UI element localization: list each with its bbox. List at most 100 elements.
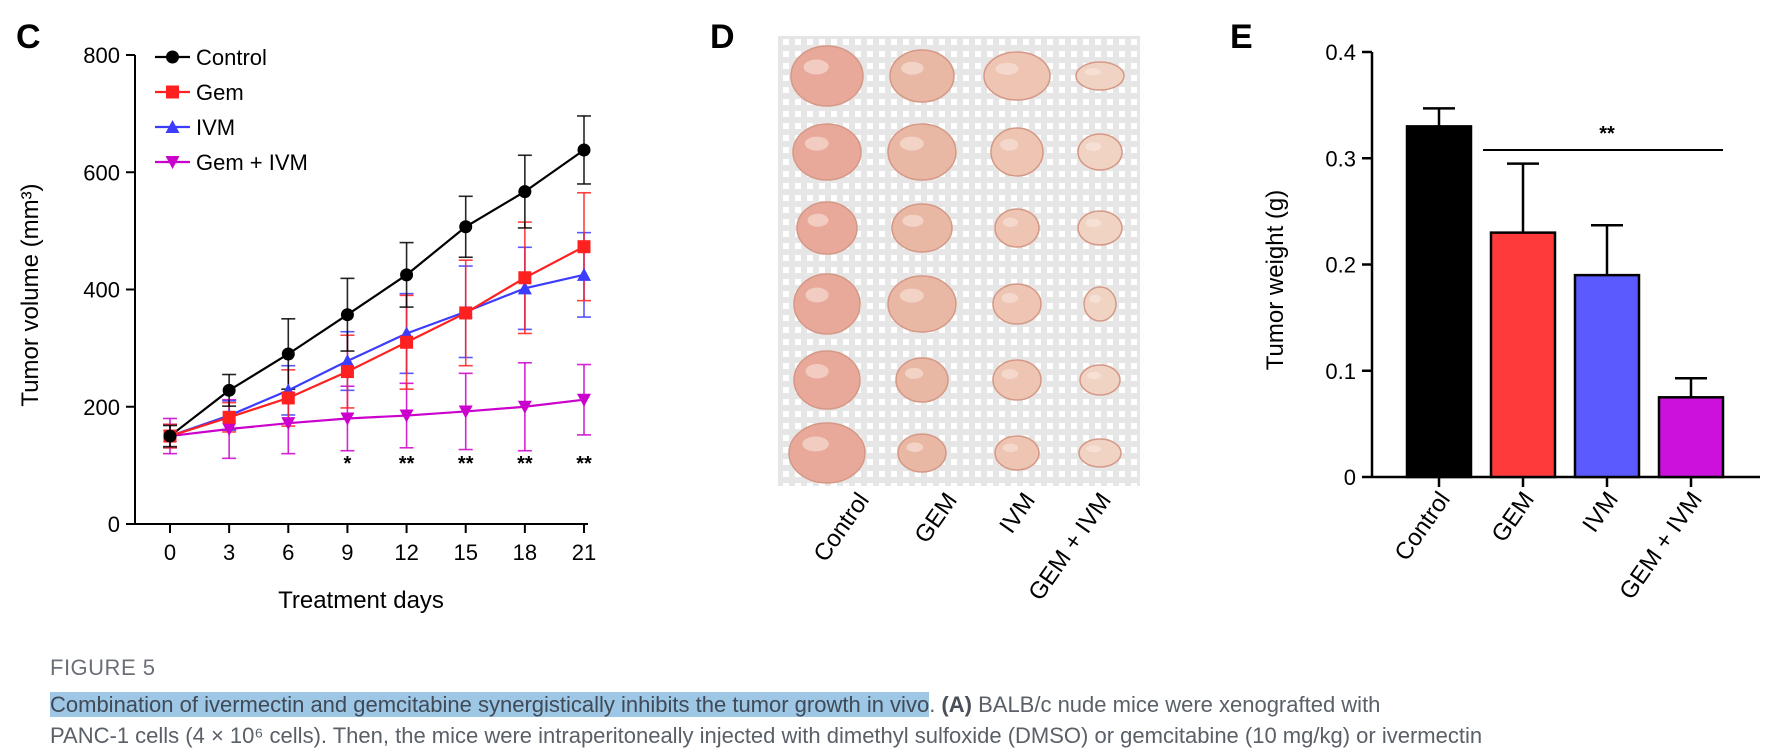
caption-body: Combination of ivermectin and gemcitabin… <box>50 692 1483 748</box>
tumor-highlight <box>899 136 924 151</box>
legend-label-gem-ivm: Gem + IVM <box>196 150 308 175</box>
tumor-highlight <box>1087 371 1101 380</box>
category-label-control: Control <box>1389 487 1455 566</box>
data-point-gem-ivm <box>340 412 355 426</box>
chart-c-y-tick-label: 800 <box>83 43 120 68</box>
chart-c-series-lines <box>169 149 585 438</box>
tumor-highlight <box>995 62 1019 75</box>
data-point-gem-ivm <box>458 405 473 419</box>
tumor-specimen-gem <box>889 49 955 103</box>
tumor-specimen-ivm <box>994 435 1040 471</box>
tumor-highlight <box>1085 218 1102 228</box>
tumor-specimen-gem-ivm <box>1078 438 1122 468</box>
chart-c-y-axis-title: Tumor volume (mm³) <box>17 183 44 406</box>
tumor-highlight <box>807 213 829 227</box>
data-point-ivm <box>517 281 532 295</box>
tumor-specimen-gem-ivm <box>1079 364 1121 396</box>
chart-c-x-tick-label: 21 <box>572 540 596 565</box>
tumor-specimen-control <box>790 45 864 107</box>
significance-marker: * <box>344 453 352 475</box>
tumor-highlight <box>1084 68 1102 76</box>
chart-e-y-tick-label: 0.1 <box>1325 359 1356 384</box>
data-point-gem-ivm <box>517 400 532 414</box>
tumor-specimen-gem <box>887 275 957 333</box>
data-point-ivm <box>340 354 355 368</box>
tumor-specimen-ivm <box>992 283 1042 325</box>
tumor-specimen-gem <box>887 123 957 181</box>
data-point-gem-ivm <box>399 409 414 423</box>
tumor-specimen-gem-ivm <box>1083 286 1117 322</box>
significance-marker: ** <box>576 453 592 475</box>
chart-c-x-tick-label: 9 <box>341 540 353 565</box>
tumor-highlight <box>1000 138 1019 151</box>
legend-label-control: Control <box>196 45 267 70</box>
series-line-gem-ivm <box>169 398 585 438</box>
data-point-control <box>340 308 354 322</box>
photo-column-label-control: Control <box>808 488 874 567</box>
data-point-gem <box>400 335 414 349</box>
chart-c-legend: Control Gem IVM Gem + IVM <box>155 45 308 175</box>
chart-c-significance: * ** ** ** ** <box>344 453 592 475</box>
chart-e-error-bars <box>1423 107 1707 398</box>
category-label-gem: GEM <box>1486 487 1539 547</box>
legend-marker-gem-ivm <box>165 156 180 169</box>
tumor-highlight <box>802 436 829 452</box>
series-line-gem <box>169 245 585 438</box>
significance-marker: ** <box>517 453 533 475</box>
panel-e-label: E <box>1230 18 1253 56</box>
tumor-highlight <box>1085 142 1102 152</box>
tumor-highlight <box>901 61 924 75</box>
series-line-control <box>169 149 585 437</box>
legend-label-ivm: IVM <box>196 115 235 140</box>
data-point-control <box>163 429 177 443</box>
data-point-gem <box>459 306 473 320</box>
panel-c-label: C <box>16 18 41 56</box>
tumor-specimen-gem <box>897 433 947 473</box>
tumor-highlight <box>1001 369 1019 379</box>
chart-c-x-axis-title: Treatment days <box>278 587 444 614</box>
data-point-control <box>577 143 591 157</box>
data-point-gem <box>340 365 354 379</box>
figure-label: FIGURE 5 <box>50 655 156 680</box>
tumor-highlight <box>803 59 829 75</box>
significance-marker: ** <box>1599 123 1615 145</box>
legend-label-gem: Gem <box>196 80 244 105</box>
data-point-gem <box>222 410 236 424</box>
tumor-specimen-ivm <box>983 51 1051 101</box>
tumor-specimen-control <box>788 422 866 484</box>
significance-marker: ** <box>458 453 474 475</box>
chart-e-bars <box>1405 125 1725 479</box>
bar-ivm <box>1573 273 1641 479</box>
tumor-specimen-control <box>793 350 861 410</box>
legend-marker-control <box>166 50 179 64</box>
caption-part-a-label: (A) <box>941 692 972 717</box>
tumor-specimen-control <box>792 123 862 181</box>
tumor-specimens <box>788 45 1125 484</box>
chart-c-axes: 0 200 400 600 800 0 3 6 9 12 15 18 21 <box>83 43 596 565</box>
tumor-photo-grid-background <box>778 36 1140 486</box>
chart-c-y-tick-label: 400 <box>83 278 120 303</box>
bar-gem <box>1489 231 1557 479</box>
tumor-specimen-gem-ivm <box>1077 133 1123 171</box>
tumor-highlight <box>1089 294 1101 304</box>
data-point-control <box>281 347 295 361</box>
tumor-highlight <box>1086 445 1102 453</box>
tumor-specimen-gem-ivm <box>1077 210 1123 246</box>
figure-caption: FIGURE 5 Combination of ivermectin and g… <box>50 655 1750 751</box>
data-point-control <box>400 268 414 282</box>
data-point-gem-ivm <box>281 417 296 431</box>
chart-e-significance: ** <box>1483 123 1723 151</box>
bar-control <box>1405 125 1473 479</box>
tumor-specimen-ivm <box>992 359 1042 401</box>
chart-c-y-tick-label: 600 <box>83 160 120 185</box>
significance-marker: ** <box>399 453 415 475</box>
legend-marker-ivm <box>165 120 180 133</box>
chart-c-y-tick-label: 200 <box>83 395 120 420</box>
tumor-highlight <box>902 214 924 227</box>
tumor-highlight <box>899 288 924 303</box>
